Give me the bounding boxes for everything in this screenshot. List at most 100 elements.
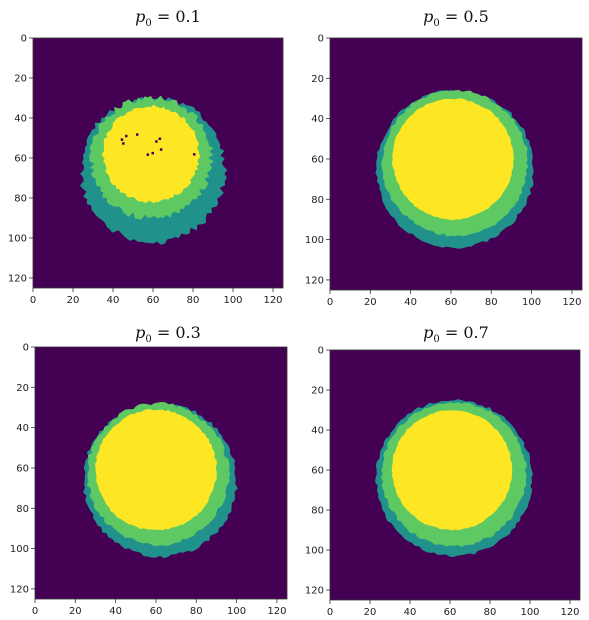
panel-title: p0 = 0.1 [135,7,201,29]
x-tick-label: 20 [69,606,82,617]
y-tick-label: 100 [305,546,324,557]
axes-frame [329,349,581,601]
x-tick-label: 20 [364,297,377,308]
region-yellow [95,409,217,531]
heatmap-regions [83,401,238,559]
title-value: = 0.1 [152,7,201,26]
noise-pixel [151,151,154,155]
y-tick-label: 0 [23,343,29,354]
x-tick-label: 0 [327,297,333,308]
noise-pixel [146,153,150,156]
noise-pixel [135,133,139,136]
title-variable: p [423,7,433,26]
axes-frame [329,37,583,291]
y-tick-label: 80 [16,504,29,515]
title-variable: p [135,7,145,26]
y-tick-label: 120 [10,584,29,595]
heatmap-regions [79,95,228,245]
noise-pixel [192,153,196,156]
y-tick-label: 80 [311,195,324,206]
title-subscript: 0 [145,18,151,29]
x-tick-label: 20 [364,607,377,618]
y-tick-label: 0 [21,34,27,45]
region-yellow [101,104,201,204]
x-tick-label: 60 [444,607,457,618]
region-yellow [392,98,514,221]
y-tick-label: 100 [8,234,27,245]
x-tick-label: 80 [187,295,200,306]
x-tick-label: 120 [263,295,282,306]
x-tick-label: 120 [267,606,286,617]
title-subscript: 0 [433,334,439,345]
x-tick-label: 0 [32,606,38,617]
heatmap-regions [375,399,533,557]
x-tick-label: 40 [404,607,417,618]
y-tick-label: 0 [318,346,324,357]
x-tick-label: 40 [404,297,417,308]
x-tick-label: 40 [107,295,120,306]
y-tick-label: 40 [311,114,324,125]
x-tick-label: 80 [485,297,498,308]
x-tick-label: 60 [150,606,163,617]
x-tick-label: 120 [562,297,581,308]
noise-pixel [122,142,125,145]
x-tick-label: 0 [327,607,333,618]
region-yellow [391,410,513,531]
noise-pixel [159,148,163,151]
y-tick-label: 40 [16,423,29,434]
y-tick-label: 40 [311,426,324,437]
x-tick-label: 0 [30,295,36,306]
y-tick-label: 80 [14,194,27,205]
x-tick-label: 40 [109,606,122,617]
title-variable: p [135,323,145,342]
x-tick-label: 60 [147,295,160,306]
x-tick-label: 100 [223,295,242,306]
x-tick-label: 20 [67,295,80,306]
noise-pixel [120,138,124,141]
y-tick-label: 60 [311,466,324,477]
y-tick-label: 120 [8,274,27,285]
title-variable: p [423,323,433,342]
title-value: = 0.3 [152,323,201,342]
heatmap-regions [375,89,534,249]
y-tick-label: 120 [305,586,324,597]
y-tick-label: 100 [10,544,29,555]
noise-pixel [155,140,158,143]
y-tick-label: 80 [311,506,324,517]
y-tick-label: 0 [318,34,324,45]
x-tick-label: 60 [445,297,458,308]
y-tick-label: 20 [311,386,324,397]
y-tick-label: 100 [305,235,324,246]
x-tick-label: 100 [227,606,246,617]
y-tick-label: 20 [16,383,29,394]
noise-pixel [124,134,128,138]
y-tick-label: 120 [305,275,324,286]
title-value: = 0.7 [440,323,489,342]
panels: p0 = 0.10 20 40 60 80 100 120020406080100120p0… [8,7,583,618]
axes-frame [32,37,284,289]
x-tick-label: 100 [522,297,541,308]
y-tick-label: 60 [16,463,29,474]
title-subscript: 0 [433,18,439,29]
y-tick-label: 20 [14,74,27,85]
x-tick-label: 80 [190,606,203,617]
panel-title: p0 = 0.5 [423,7,489,29]
noise-pixel [158,137,162,141]
title-subscript: 0 [145,334,151,345]
axes-frame [34,346,288,600]
y-tick-label: 60 [14,154,27,165]
panel-title: p0 = 0.7 [423,323,489,345]
x-tick-label: 120 [560,607,579,618]
x-tick-label: 100 [520,607,539,618]
y-tick-label: 40 [14,114,27,125]
y-tick-label: 20 [311,74,324,85]
panel-title: p0 = 0.3 [135,323,201,345]
title-value: = 0.5 [440,7,489,26]
x-tick-label: 80 [484,607,497,618]
y-tick-label: 60 [311,154,324,165]
